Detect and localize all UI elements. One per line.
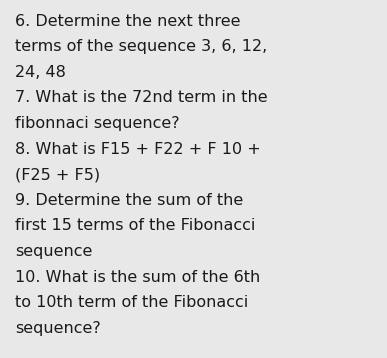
Text: (F25 + F5): (F25 + F5) (15, 167, 101, 182)
Text: 6. Determine the next three: 6. Determine the next three (15, 14, 241, 29)
Text: 24, 48: 24, 48 (15, 65, 66, 80)
Text: 10. What is the sum of the 6th: 10. What is the sum of the 6th (15, 270, 261, 285)
Text: sequence?: sequence? (15, 321, 101, 336)
Text: 9. Determine the sum of the: 9. Determine the sum of the (15, 193, 244, 208)
Text: terms of the sequence 3, 6, 12,: terms of the sequence 3, 6, 12, (15, 39, 268, 54)
Text: 7. What is the 72nd term in the: 7. What is the 72nd term in the (15, 91, 268, 105)
Text: first 15 terms of the Fibonacci: first 15 terms of the Fibonacci (15, 218, 256, 233)
Text: fibonnaci sequence?: fibonnaci sequence? (15, 116, 180, 131)
Text: sequence: sequence (15, 244, 93, 259)
Text: 8. What is F15 + F22 + F 10 +: 8. What is F15 + F22 + F 10 + (15, 142, 261, 156)
Text: to 10th term of the Fibonacci: to 10th term of the Fibonacci (15, 295, 249, 310)
